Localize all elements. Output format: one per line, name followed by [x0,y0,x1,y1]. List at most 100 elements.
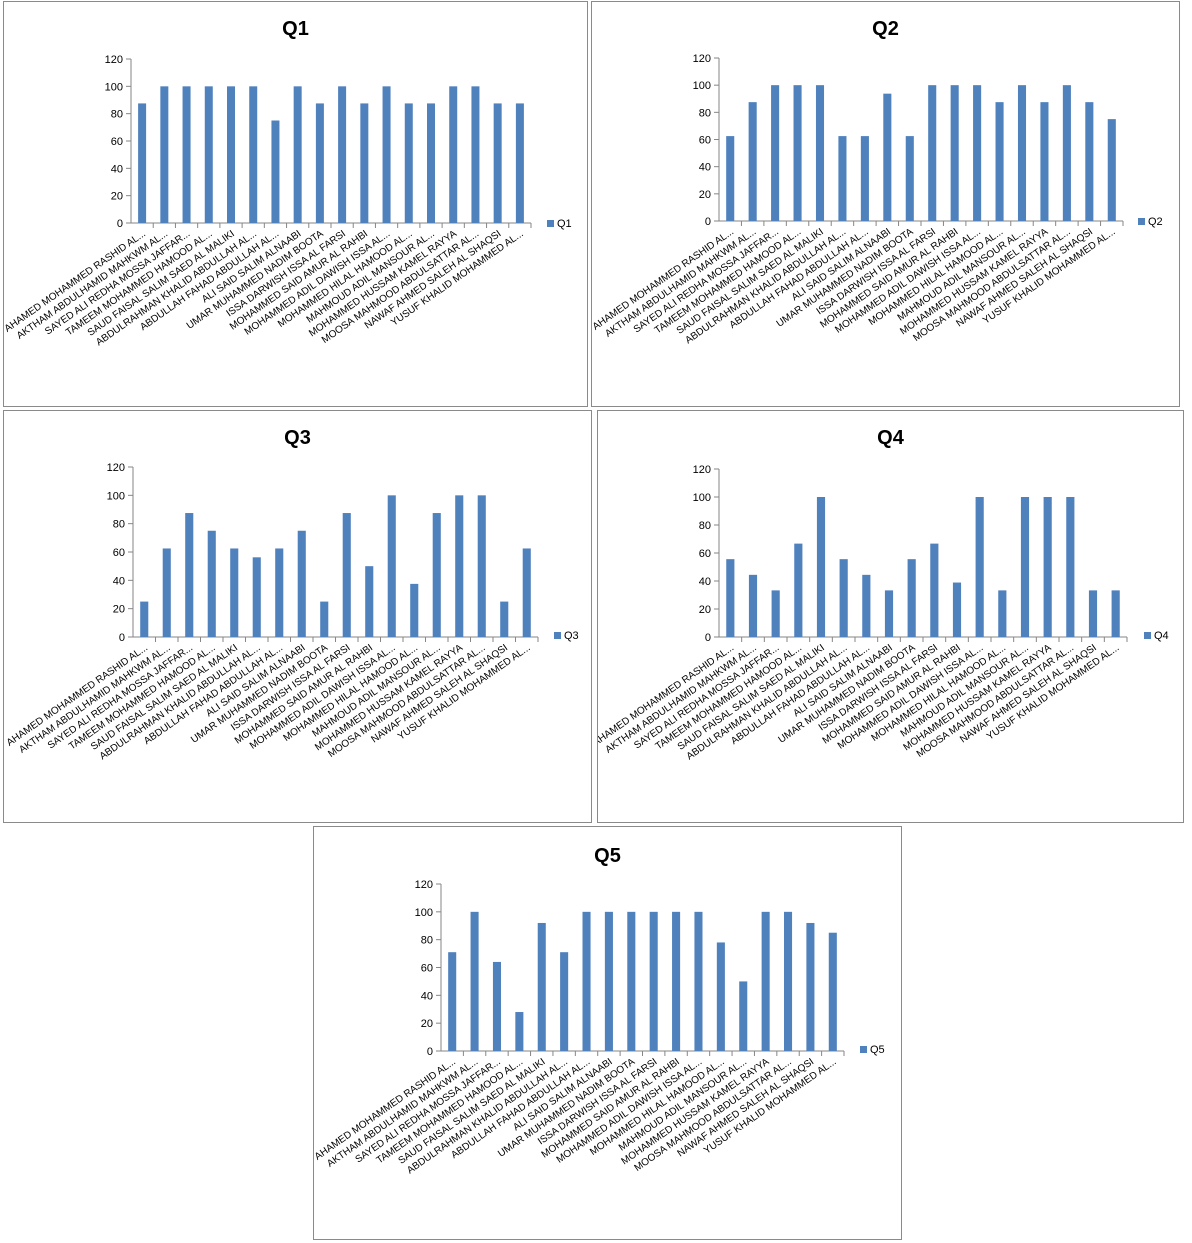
bar [649,911,658,1051]
bar [1066,497,1075,637]
y-tick-label: 80 [111,109,123,121]
bar [455,495,464,637]
bar [338,86,347,223]
y-tick-label: 40 [421,990,433,1002]
bar [185,513,194,637]
legend-swatch [860,1046,867,1053]
bar [793,85,802,222]
y-tick-label: 100 [415,907,433,919]
bar [1040,102,1049,221]
y-tick-label: 60 [699,135,711,147]
bar [928,85,937,222]
bar [227,86,235,223]
bar [477,495,486,637]
bar [471,86,480,223]
y-tick-label: 0 [119,632,125,644]
y-tick-label: 100 [105,81,123,93]
bar [806,922,815,1051]
y-tick-label: 60 [111,136,123,148]
bar [1062,85,1071,222]
y-tick-label: 80 [699,520,711,532]
bar [140,601,149,637]
bar [315,103,324,223]
bar [427,103,435,223]
y-tick-label: 40 [113,575,125,587]
bar [716,942,725,1051]
chart-panel-q2: Q2 0 20 40 60 80 100 120 AHAMED MOHAMMED RASHID … [591,1,1180,407]
y-tick-label: 100 [693,80,711,92]
y-tick-label: 120 [693,53,711,65]
bar [138,103,147,223]
bar [204,86,213,223]
bar [448,952,457,1051]
bar [522,548,531,637]
y-tick-label: 20 [111,191,123,203]
chart-title: Q2 [872,18,899,40]
y-tick-label: 0 [427,1046,433,1058]
bar [537,922,546,1051]
bar [410,583,419,637]
chart-title: Q5 [594,845,621,867]
chart-panel-q1: Q1 0 20 40 60 80 100 120 AHAMED MOHAMMED RASHID … [3,1,588,407]
bar [998,590,1007,637]
bar [726,136,735,221]
y-tick-label: 40 [111,163,123,175]
legend-swatch [1138,218,1145,225]
bar [182,86,191,223]
bar [907,559,916,637]
bar [360,103,369,223]
y-tick-label: 40 [699,576,711,588]
legend-label: Q2 [1148,216,1163,228]
bar [839,559,848,637]
y-tick-label: 100 [693,492,711,504]
bar [1088,590,1098,637]
bar [320,601,329,637]
bar [160,86,169,223]
legend: Q3 [554,630,579,642]
y-tick-label: 0 [705,632,711,644]
y-tick-label: 120 [693,464,711,476]
y-tick-label: 0 [705,216,711,228]
bar [995,102,1004,221]
bar [952,582,962,637]
chart-panel-q5: Q5 0 20 40 60 80 100 120 AHAMED MOHAMMED RASHID … [313,826,902,1240]
y-tick-label: 80 [699,107,711,119]
bar [449,86,458,223]
bar [672,911,681,1051]
bar [515,1012,524,1051]
bar [1111,590,1120,637]
bar [950,85,959,222]
y-tick-label: 120 [105,54,123,66]
bar [604,911,613,1051]
y-tick-label: 20 [113,604,125,616]
y-tick-label: 60 [699,548,711,560]
y-tick-label: 120 [107,462,125,474]
bar [249,86,258,223]
y-tick-label: 60 [113,547,125,559]
legend-swatch [547,220,554,227]
bar [271,120,280,223]
bar [293,86,302,223]
legend: Q1 [547,218,572,230]
y-tick-label: 80 [113,519,125,531]
bar [975,497,984,637]
bar [404,103,413,223]
chart-title: Q1 [282,18,309,40]
legend-label: Q5 [870,1044,885,1056]
bar [973,85,982,222]
bar [761,911,770,1051]
bar [342,513,351,637]
bar [815,85,825,222]
bar [748,102,757,221]
chart-title: Q3 [284,427,311,449]
bar [560,952,569,1051]
legend-label: Q1 [557,218,572,230]
bar [726,559,735,637]
legend-swatch [554,632,561,639]
bar [492,961,502,1051]
bar [748,574,758,637]
bar [884,590,894,637]
bar [771,85,780,222]
